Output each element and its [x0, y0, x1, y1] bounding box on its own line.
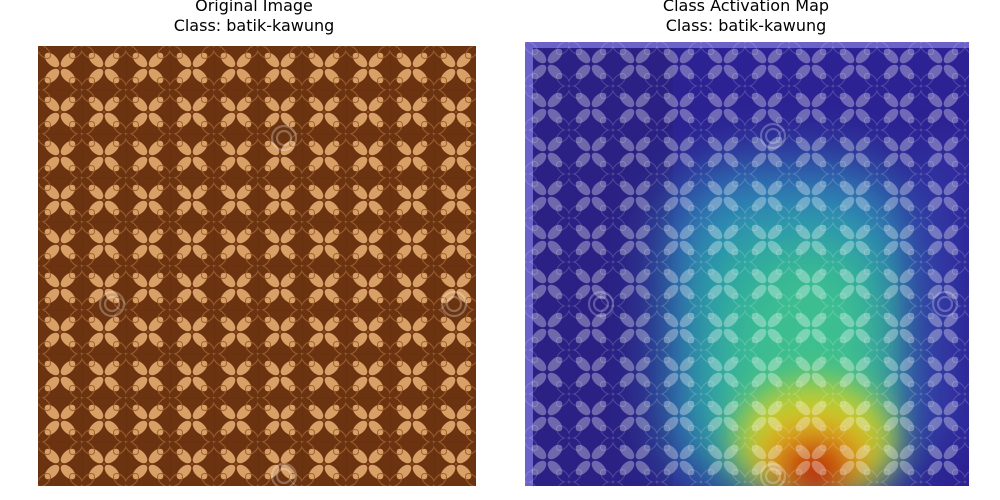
original-image-panel: Original Image Class: batik-kawung — [0, 0, 508, 486]
cam-title-block: Class Activation Map Class: batik-kawung — [492, 0, 1000, 36]
batik-kawung-pattern — [38, 46, 476, 486]
cam-watermark-spirals — [587, 122, 959, 486]
original-image-title: Original Image — [195, 0, 313, 15]
cam-heatmap-overlay — [525, 42, 969, 486]
cam-class-label: Class: batik-kawung — [665, 16, 827, 35]
original-batik-image — [38, 46, 476, 486]
cam-panel: Class Activation Map Class: batik-kawung — [492, 0, 1000, 500]
original-image-title-block: Original Image Class: batik-kawung — [0, 0, 508, 36]
original-image-class-label: Class: batik-kawung — [173, 16, 335, 35]
class-activation-map-image — [525, 42, 969, 486]
cam-title: Class Activation Map — [662, 0, 830, 15]
watermark-spirals — [98, 124, 468, 486]
